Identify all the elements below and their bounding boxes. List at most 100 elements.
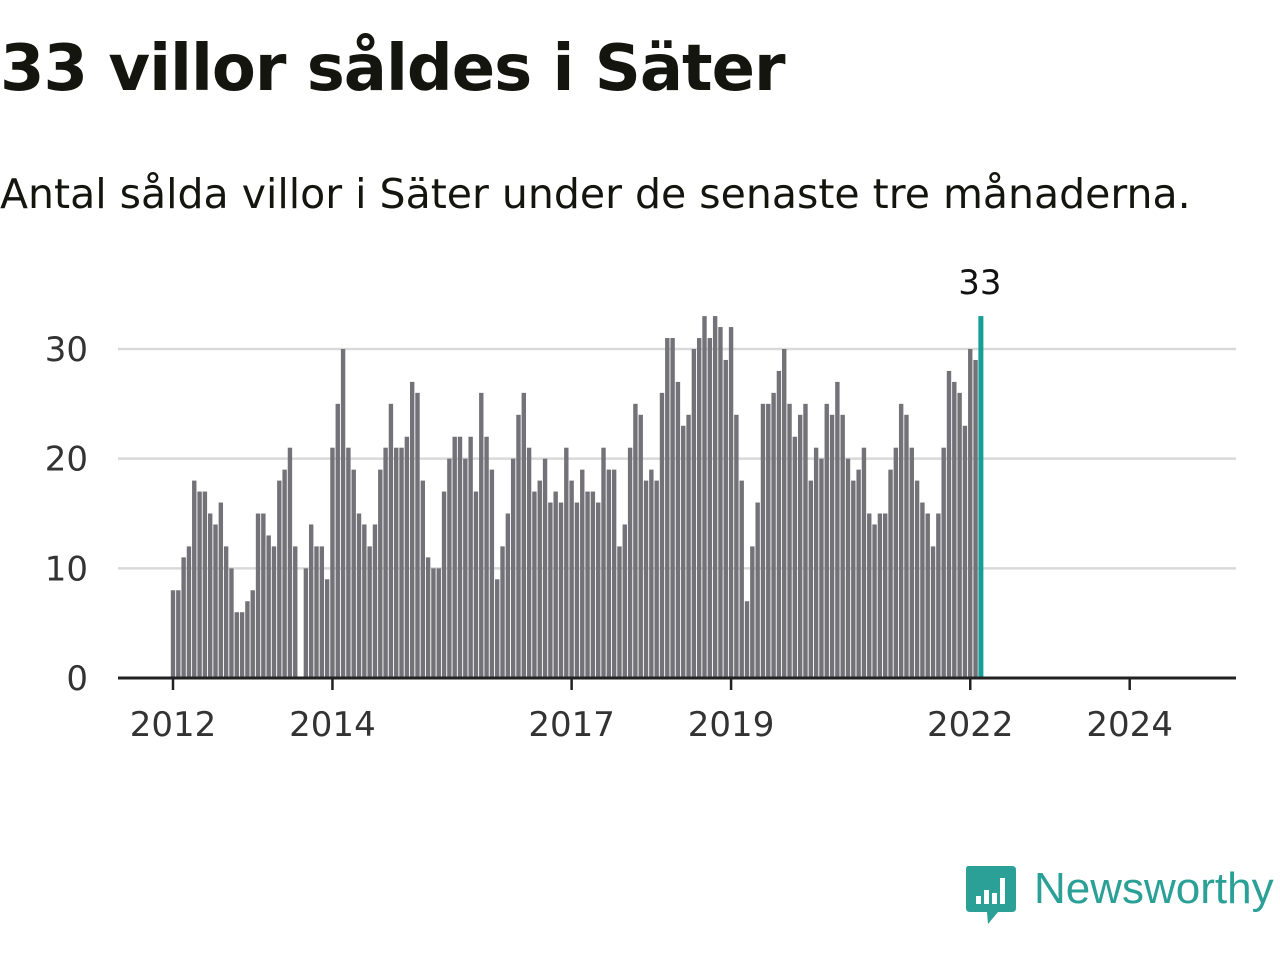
bar (346, 447, 351, 678)
bar (303, 568, 309, 678)
bar (627, 447, 633, 678)
bar (335, 403, 340, 678)
bar (532, 491, 537, 678)
bar (261, 513, 266, 678)
bar (888, 469, 893, 678)
bar (213, 524, 218, 678)
bar (744, 601, 750, 678)
bar (510, 458, 516, 678)
bar (755, 502, 760, 678)
x-tick-label: 2024 (1086, 705, 1173, 745)
bar (590, 491, 596, 678)
bar (723, 359, 728, 678)
bar (521, 392, 526, 678)
bar (425, 557, 431, 678)
bar (564, 447, 569, 678)
bar (867, 513, 872, 678)
bar (686, 414, 691, 678)
bar (734, 414, 739, 678)
bar (170, 590, 176, 678)
x-tick-label: 2017 (528, 705, 615, 745)
bar (479, 392, 484, 678)
bar (431, 568, 436, 678)
bar (484, 436, 489, 678)
bar (824, 403, 829, 678)
bar (813, 447, 819, 678)
bar (893, 447, 899, 678)
bar (463, 458, 468, 678)
bar (835, 381, 840, 678)
bar (585, 491, 590, 678)
bar (330, 447, 335, 678)
bar (271, 546, 277, 678)
bar (670, 338, 675, 678)
bar (856, 469, 861, 678)
bar (468, 436, 473, 678)
bar (495, 579, 500, 678)
bar (356, 513, 362, 678)
bar (766, 403, 771, 678)
bar (803, 403, 808, 678)
bar (404, 436, 410, 678)
bar (883, 513, 888, 678)
bar (362, 524, 367, 678)
highlight-value-label: 33 (958, 263, 1001, 303)
bar (596, 502, 601, 678)
bar (255, 513, 261, 678)
bar-highlight (978, 316, 984, 678)
bar (962, 425, 968, 678)
axes (118, 676, 1236, 690)
bar (968, 348, 973, 678)
bar (542, 458, 548, 678)
bar (308, 524, 314, 678)
bar (936, 513, 941, 678)
bar (707, 338, 713, 678)
bar (383, 447, 388, 678)
bar (548, 502, 553, 678)
bar (505, 513, 511, 678)
y-tick-label: 30 (45, 330, 88, 370)
bar (776, 370, 782, 678)
bar (638, 414, 643, 678)
bar (324, 579, 330, 678)
logo-text: Newsworthy (1034, 864, 1274, 913)
newsworthy-chat-bar-icon (966, 866, 1016, 924)
bar (473, 491, 479, 678)
bar (452, 436, 457, 678)
bar (654, 480, 659, 678)
bar (611, 469, 617, 678)
bar (287, 447, 293, 678)
bar (787, 403, 792, 678)
bar (500, 546, 505, 678)
bar (319, 546, 325, 678)
bar (771, 392, 776, 678)
bar (229, 568, 234, 678)
y-tick-label: 20 (45, 440, 88, 480)
chart-title: 33 villor såldes i Säter (0, 32, 786, 106)
bar (378, 469, 383, 678)
bar (186, 546, 192, 678)
bar (574, 502, 580, 678)
bar (447, 458, 452, 678)
bar (925, 513, 930, 678)
bar (952, 381, 957, 678)
x-tick-label: 2019 (688, 705, 775, 745)
x-tick-label: 2022 (927, 705, 1014, 745)
bar (282, 469, 287, 678)
bar (526, 447, 532, 678)
bar (250, 590, 255, 678)
bar (659, 392, 665, 678)
bar (197, 491, 202, 678)
bar (223, 546, 229, 678)
bar (372, 524, 378, 678)
bar (601, 447, 606, 678)
bar (728, 327, 734, 678)
bar (696, 338, 702, 678)
bar (718, 327, 723, 678)
bar (909, 447, 914, 678)
bar (569, 480, 574, 678)
bar (606, 469, 612, 678)
bar (792, 436, 798, 678)
bar (367, 546, 372, 678)
bar (877, 513, 883, 678)
